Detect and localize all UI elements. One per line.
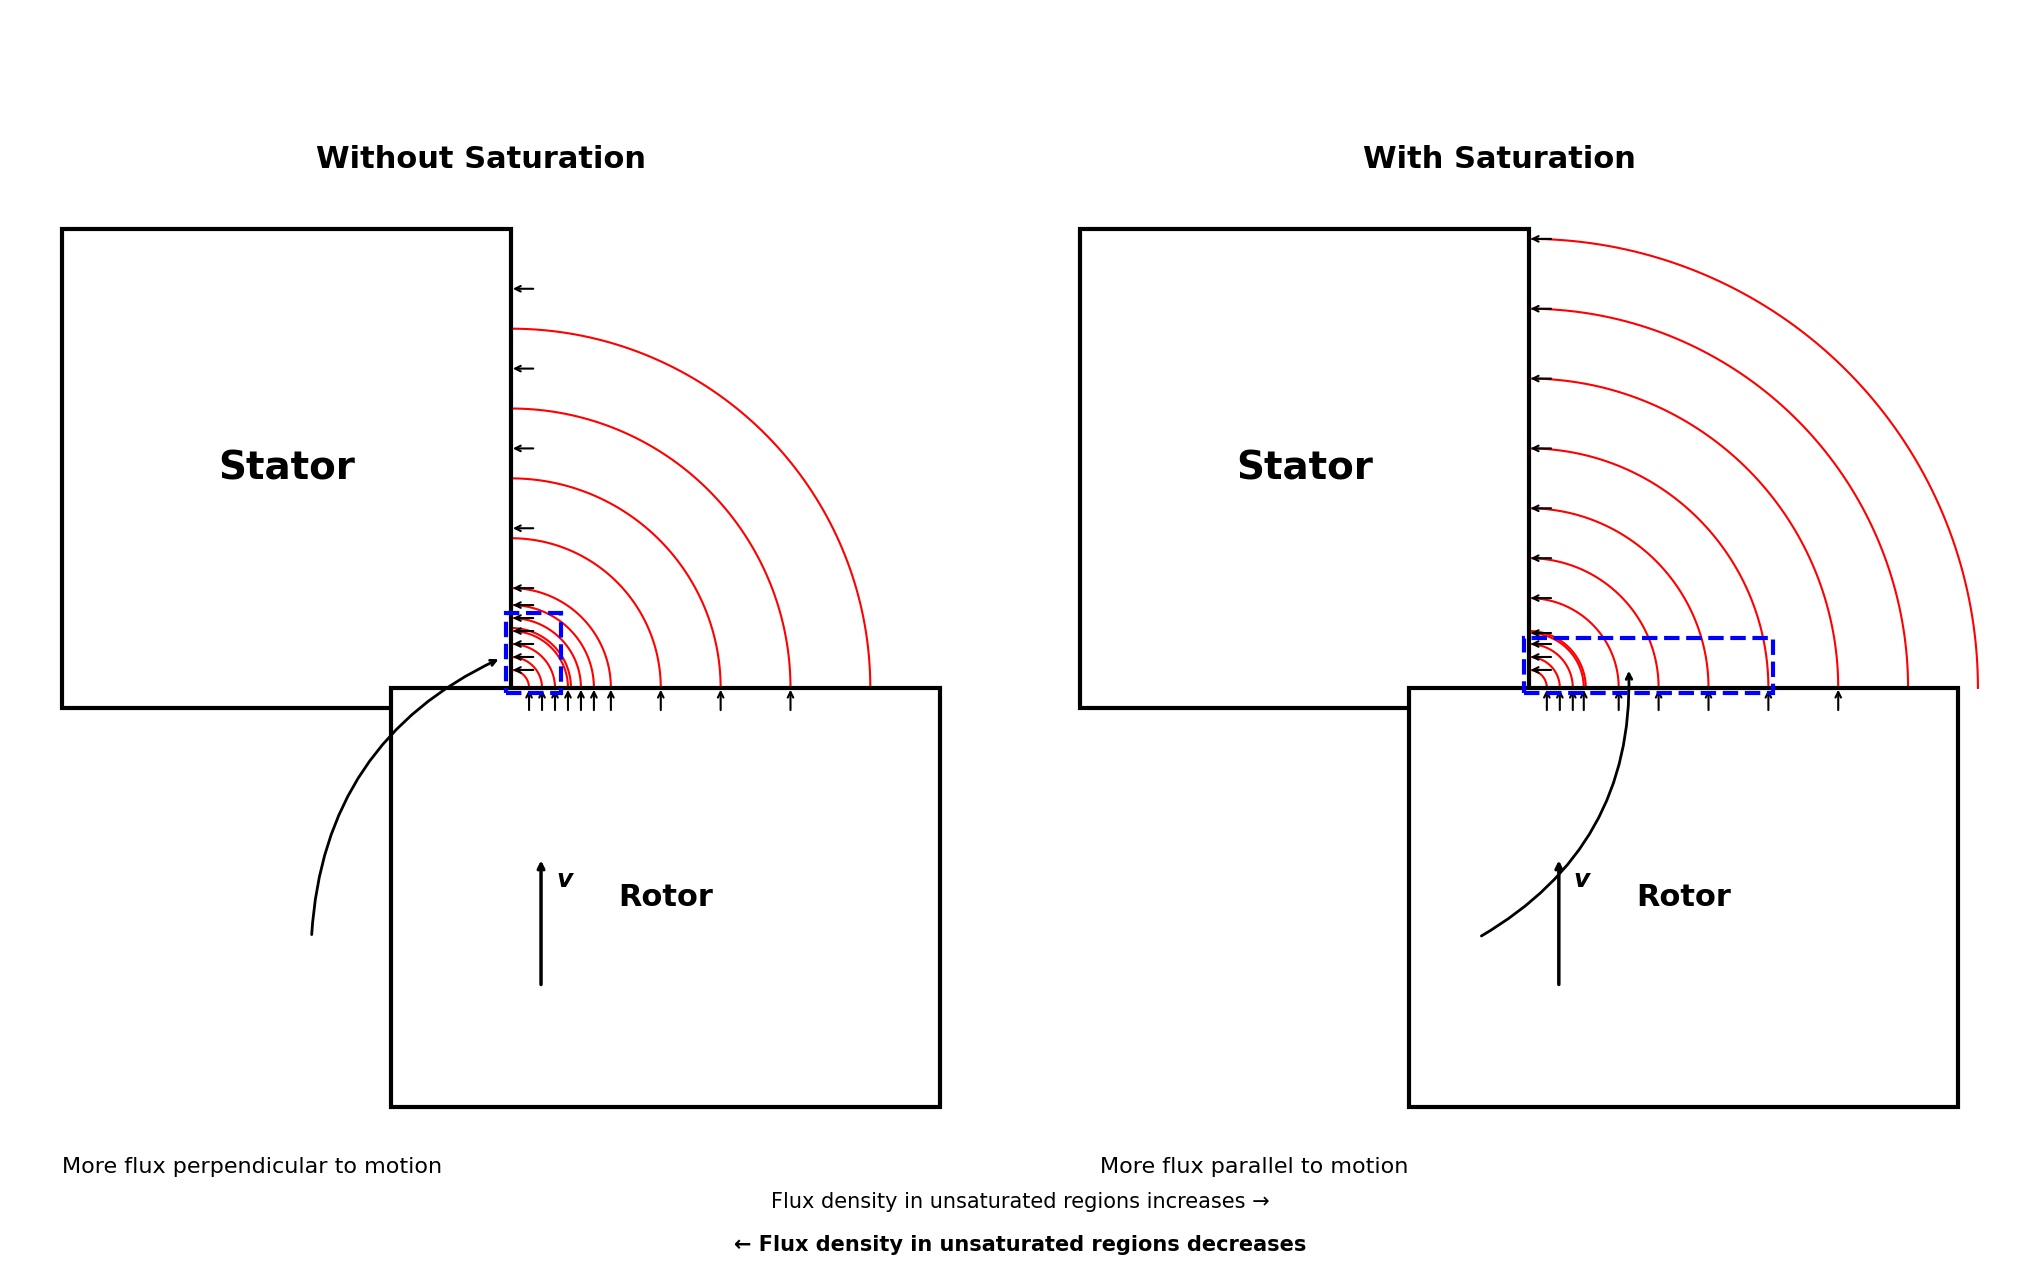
- Text: More flux parallel to motion: More flux parallel to motion: [1099, 1157, 1408, 1177]
- Text: ← Flux density in unsaturated regions decreases: ← Flux density in unsaturated regions de…: [735, 1235, 1306, 1255]
- Text: Without Saturation: Without Saturation: [315, 144, 647, 174]
- Bar: [61, 229, 511, 708]
- Bar: [1081, 229, 1528, 708]
- Text: With Saturation: With Saturation: [1363, 144, 1636, 174]
- Bar: [1524, 638, 1772, 693]
- Text: v: v: [1573, 868, 1589, 893]
- Text: Flux density in unsaturated regions increases →: Flux density in unsaturated regions incr…: [771, 1191, 1270, 1212]
- Text: v: v: [556, 868, 572, 893]
- Bar: [507, 613, 562, 693]
- Text: More flux perpendicular to motion: More flux perpendicular to motion: [61, 1157, 442, 1177]
- Text: Stator: Stator: [1235, 450, 1374, 487]
- Text: Rotor: Rotor: [1636, 884, 1732, 912]
- Bar: [391, 688, 940, 1106]
- Text: Stator: Stator: [218, 450, 354, 487]
- Text: Rotor: Rotor: [619, 884, 712, 912]
- Bar: [1408, 688, 1958, 1106]
